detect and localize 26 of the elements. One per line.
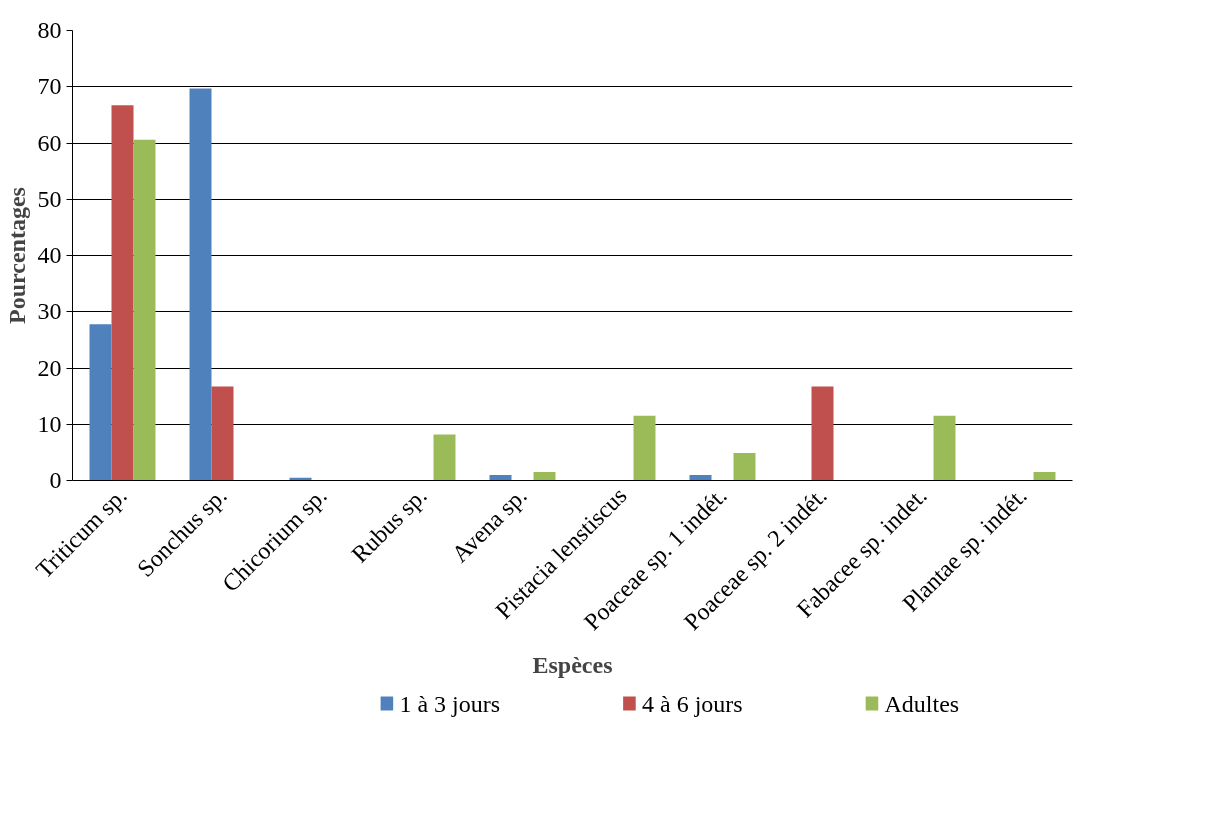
- bar: [189, 88, 212, 481]
- y-tick-label: 20: [37, 354, 62, 381]
- bar: [89, 324, 112, 481]
- y-tick-label: 50: [37, 185, 62, 212]
- x-axis-title: Espèces: [532, 652, 613, 679]
- bar: [1033, 472, 1056, 481]
- legend-label: 1 à 3 jours: [399, 690, 501, 717]
- bar: [811, 386, 834, 481]
- y-tick-label: 70: [37, 73, 62, 100]
- bar: [111, 105, 134, 481]
- legend-label: Adultes: [884, 690, 960, 717]
- bar: [211, 386, 234, 481]
- bar: [133, 139, 156, 481]
- bar: [733, 452, 756, 481]
- bar: [433, 434, 456, 481]
- bar: [533, 472, 556, 481]
- y-tick-label: 60: [37, 129, 62, 156]
- y-tick-label: 10: [37, 410, 62, 437]
- legend-label: 4 à 6 jours: [642, 690, 743, 717]
- y-axis-title: Pourcentages: [3, 187, 30, 324]
- y-tick-label: 40: [37, 242, 62, 268]
- y-tick-label: 0: [49, 467, 62, 493]
- y-tick-label: 80: [37, 17, 62, 43]
- bar: [933, 415, 956, 481]
- bar: [633, 415, 656, 481]
- y-tick-label: 30: [37, 298, 62, 325]
